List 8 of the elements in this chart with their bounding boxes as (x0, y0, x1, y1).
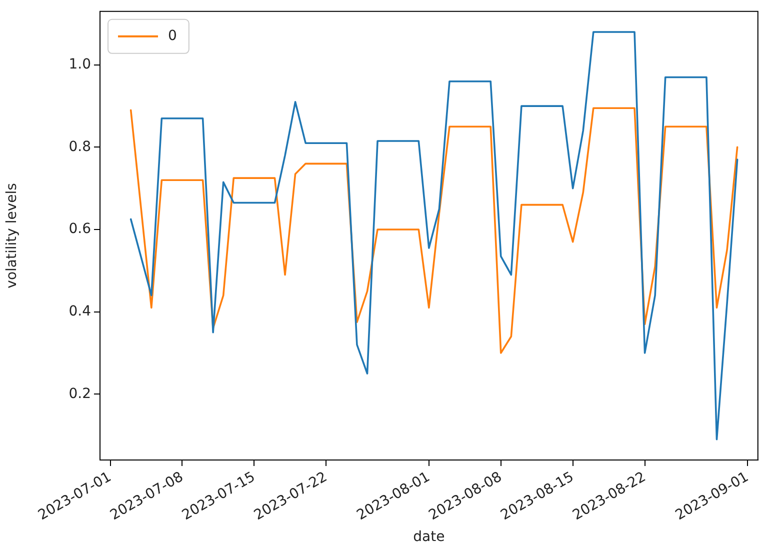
y-tick-label: 0.2 (68, 386, 91, 402)
y-axis-title: volatility levels (4, 183, 20, 288)
y-tick-label: 0.6 (68, 221, 92, 238)
x-axis-title: date (413, 529, 445, 546)
y-tick-label: 1.0 (68, 56, 91, 73)
legend-label: 0 (168, 28, 177, 44)
y-tick-label: 0.8 (68, 138, 91, 155)
y-tick-label: 0.4 (68, 303, 92, 320)
